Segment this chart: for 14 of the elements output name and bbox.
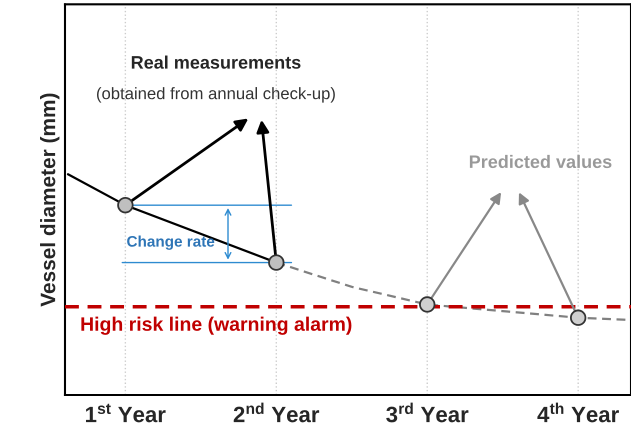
text: Real measurements	[132, 56, 300, 69]
point	[570, 310, 586, 326]
point	[268, 254, 284, 271]
point	[419, 296, 436, 313]
ref-line-label: High risk line (warning alarm)	[81, 316, 352, 335]
text: Predicted values	[470, 154, 612, 168]
annotation: Change rate	[127, 236, 214, 250]
y-axis-title: Vessel diameter (mm)	[40, 94, 60, 307]
x-tick-label: 4$^{th}$ Year	[537, 402, 619, 422]
x-tick-label: 3$^{rd}$ Year	[386, 402, 468, 422]
point	[117, 196, 134, 214]
x-tick-label: 1$^{st}$ Year	[86, 404, 166, 422]
x-tick-label: 2$^{nd}$ Year	[234, 402, 320, 422]
text: (obtained from annual check-up)	[96, 87, 335, 103]
